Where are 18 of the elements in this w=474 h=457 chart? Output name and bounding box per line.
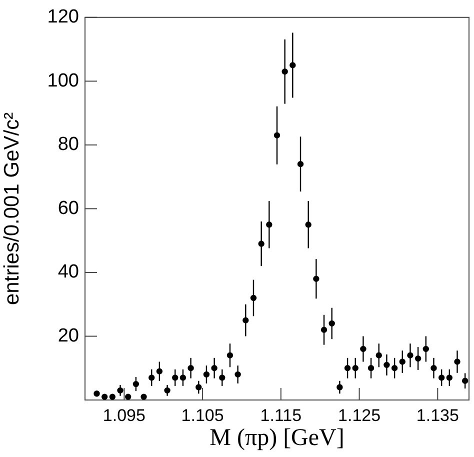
y-tick-label: 80 [58,134,79,156]
y-tick-label: 120 [47,6,79,28]
x-axis-title: M (πp) [GeV] [210,424,344,451]
x-tick-label: 1.125 [338,406,381,425]
x-tick-label: 1.115 [260,406,302,425]
x-tick-label: 1.105 [181,406,224,425]
point [125,394,132,400]
y-tick-label: 20 [58,325,79,346]
y-tick-label: 60 [58,198,79,219]
y-tick-label: 40 [58,262,79,283]
point [140,394,147,400]
y-axis-title: entries/0.001 GeV/c² [0,112,24,306]
point [94,390,100,397]
point [109,394,116,400]
x-tick-label: 1.135 [416,406,459,425]
y-tick-label: 100 [47,70,79,92]
x-tick-label: 1.095 [102,406,146,425]
point [101,394,108,400]
